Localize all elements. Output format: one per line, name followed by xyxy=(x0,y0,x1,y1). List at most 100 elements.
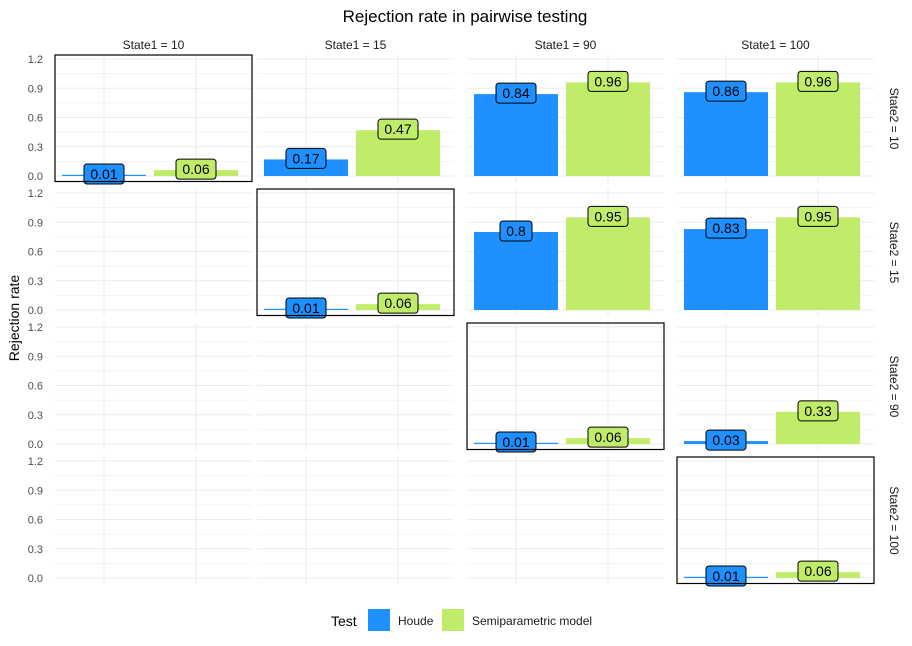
data-label: 0.01 xyxy=(90,166,117,182)
data-label: 0.47 xyxy=(384,121,411,137)
col-strip-label-0: State1 = 10 xyxy=(123,38,185,52)
panel-grid-r3-c1 xyxy=(257,457,454,584)
data-label-box xyxy=(797,400,839,422)
panel-r1-c1: 0.01 0.06 xyxy=(256,188,455,319)
data-label: 0.06 xyxy=(804,563,831,579)
bar-semiparametric xyxy=(566,217,650,310)
panel-r2-c3: 0.03 0.33 xyxy=(684,400,860,451)
chart-title: Rejection rate in pairwise testing xyxy=(343,7,588,26)
y-tick-label: 0.9 xyxy=(28,485,43,497)
bar-semiparametric xyxy=(776,82,860,176)
y-tick-label: 0.6 xyxy=(28,113,43,125)
panel-r1-c2: 0.8 0.95 xyxy=(474,205,650,310)
data-label: 0.06 xyxy=(182,161,209,177)
panel-grid-r3-c0 xyxy=(55,457,252,584)
y-tick-label: 1.2 xyxy=(28,54,43,66)
y-tick-label: 1.2 xyxy=(28,456,43,468)
y-tick-label: 0.0 xyxy=(28,171,43,183)
data-label-box xyxy=(499,220,533,242)
panel-r0-c2: 0.84 0.96 xyxy=(474,70,650,176)
data-label-box xyxy=(797,205,839,227)
panel-grid-r3-c3 xyxy=(677,457,874,584)
data-label-box xyxy=(705,565,747,587)
y-tick-label: 0.0 xyxy=(28,573,43,585)
panel-r1-c3: 0.83 0.95 xyxy=(684,205,860,310)
y-tick-label: 0.9 xyxy=(28,351,43,363)
bar-houde xyxy=(684,92,768,176)
panel-grid-r2-c0 xyxy=(55,323,252,450)
panel-r0-c1: 0.17 0.47 xyxy=(264,118,440,176)
legend-swatch-semiparametric xyxy=(442,609,464,631)
panel-grid-r1-c0 xyxy=(55,189,252,316)
highlight-frame xyxy=(256,188,455,317)
data-label-box xyxy=(495,431,537,453)
data-label: 0.83 xyxy=(712,220,739,236)
highlight-frame xyxy=(676,456,875,585)
row-strip-label-0: State2 = 10 xyxy=(887,88,901,150)
y-tick-label: 0.6 xyxy=(28,247,43,259)
legend-title: Test xyxy=(331,613,357,629)
row-strip-label-3: State2 = 100 xyxy=(887,486,901,555)
panel-grid-r2-c1 xyxy=(257,323,454,450)
panel-r0-c0: 0.01 0.06 xyxy=(54,54,253,185)
data-label: 0.01 xyxy=(502,434,529,450)
data-label-box xyxy=(797,70,839,92)
bar-semiparametric xyxy=(566,82,650,176)
bar-houde xyxy=(474,232,558,310)
y-axis-label: Rejection rate xyxy=(6,275,22,362)
row-strip-label-1: State2 = 15 xyxy=(887,222,901,284)
y-tick-label: 1.2 xyxy=(28,188,43,200)
data-label: 0.8 xyxy=(506,223,526,239)
highlight-frame xyxy=(54,54,253,183)
data-label-box xyxy=(285,147,327,169)
col-strip-label-3: State1 = 100 xyxy=(741,38,810,52)
bar-semiparametric xyxy=(776,217,860,310)
legend-label-houde: Houde xyxy=(398,614,434,628)
y-tick-label: 0.3 xyxy=(28,142,43,154)
panel-r2-c2: 0.01 0.06 xyxy=(466,322,665,453)
y-tick-label: 0.6 xyxy=(28,515,43,527)
data-label: 0.95 xyxy=(594,208,621,224)
data-label-box xyxy=(377,292,419,314)
data-label-box xyxy=(587,205,629,227)
panel-r3-c3: 0.01 0.06 xyxy=(676,456,875,587)
legend-swatch-houde xyxy=(368,609,390,631)
data-label: 0.06 xyxy=(384,295,411,311)
y-tick-label: 0.3 xyxy=(28,410,43,422)
y-tick-label: 0.6 xyxy=(28,381,43,393)
y-tick-label: 0.0 xyxy=(28,305,43,317)
data-label-box xyxy=(495,82,537,104)
panel-grid-r0-c0 xyxy=(55,55,252,182)
data-label-box xyxy=(797,560,839,582)
panel-r0-c3: 0.86 0.96 xyxy=(684,70,860,176)
data-label: 0.06 xyxy=(594,429,621,445)
data-label: 0.84 xyxy=(502,85,529,101)
col-strip-label-2: State1 = 90 xyxy=(535,38,597,52)
row-strip-label-2: State2 = 90 xyxy=(887,356,901,418)
data-label: 0.95 xyxy=(804,208,831,224)
data-label-box xyxy=(285,297,327,319)
data-label: 0.33 xyxy=(804,403,831,419)
data-label: 0.03 xyxy=(712,432,739,448)
panel-grid-r1-c1 xyxy=(257,189,454,316)
y-tick-label: 0.0 xyxy=(28,439,43,451)
col-strip-label-1: State1 = 15 xyxy=(325,38,387,52)
data-label-box xyxy=(587,70,629,92)
y-tick-label: 0.9 xyxy=(28,83,43,95)
y-tick-label: 1.2 xyxy=(28,322,43,334)
data-label-box xyxy=(83,163,125,185)
data-label: 0.01 xyxy=(712,568,739,584)
data-label-box xyxy=(705,80,747,102)
data-label-box xyxy=(587,426,629,448)
bar-houde xyxy=(684,229,768,310)
y-tick-label: 0.3 xyxy=(28,544,43,556)
data-label-box xyxy=(705,429,747,451)
data-label-box xyxy=(705,217,747,239)
y-tick-label: 0.9 xyxy=(28,217,43,229)
legend-label-semiparametric: Semiparametric model xyxy=(472,614,592,628)
panel-grid-r2-c2 xyxy=(467,323,664,450)
panel-grid-r3-c2 xyxy=(467,457,664,584)
data-label: 0.96 xyxy=(804,73,831,89)
panels-layer: 0.0 0.3 0.6 0.9 1.2 0.0 0.3 0.6 0.9 1.2 0.0 0.3 0.6 0… xyxy=(28,38,901,587)
